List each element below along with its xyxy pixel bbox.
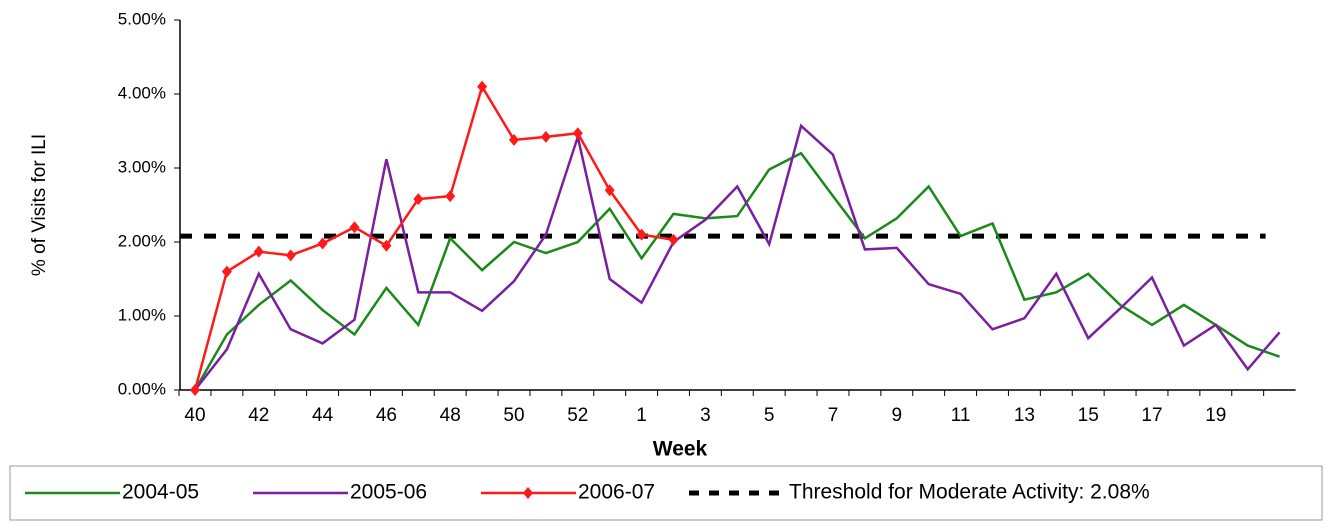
legend-label: 2005-06 [350, 481, 427, 504]
x-tick-label: 46 [376, 405, 397, 426]
marker [668, 233, 679, 246]
legend-marker [523, 487, 533, 499]
x-tick-label: 52 [567, 405, 588, 426]
x-tick-label: 7 [828, 405, 839, 426]
marker [413, 193, 424, 206]
x-tick-label: 5 [764, 405, 775, 426]
marker [317, 237, 328, 250]
x-tick-label: 11 [951, 405, 971, 426]
marker [572, 127, 583, 140]
series-line [194, 123, 1281, 391]
y-tick-label: 5.00% [118, 9, 166, 28]
series-line [193, 151, 1281, 391]
marker [381, 239, 392, 252]
x-tick-label: 3 [700, 405, 711, 426]
y-axis-label: % of Visits for ILI [29, 134, 50, 276]
series-line [193, 83, 674, 391]
x-tick-label: 1 [636, 405, 647, 426]
x-tick-label: 15 [1078, 405, 1099, 426]
marker [445, 190, 456, 203]
y-tick-label: 1.00% [118, 305, 166, 324]
marker [604, 184, 615, 197]
legend-label: Threshold for Moderate Activity: 2.08% [789, 481, 1150, 504]
marker [190, 384, 200, 396]
marker [509, 133, 519, 146]
x-tick-label: 48 [440, 405, 461, 426]
x-tick-label: 19 [1205, 405, 1226, 426]
marker [636, 228, 647, 241]
legend-label: 2006-07 [578, 481, 655, 504]
y-tick-label: 0.00% [118, 379, 166, 398]
y-tick-label: 3.00% [118, 157, 166, 176]
x-tick-label: 42 [248, 405, 269, 426]
x-tick-label: 13 [1014, 405, 1035, 426]
marker [221, 265, 232, 278]
x-tick-label: 9 [892, 405, 903, 426]
marker [540, 130, 551, 143]
x-tick-label: 40 [184, 405, 205, 426]
y-tick-label: 2.00% [118, 231, 166, 250]
x-tick-label: 17 [1141, 405, 1162, 426]
marker [285, 249, 296, 262]
x-tick-label: 44 [312, 405, 334, 426]
legend-box [9, 465, 1323, 521]
legend-label: 2004-05 [122, 481, 199, 504]
x-axis-label: Week [653, 438, 708, 461]
marker [349, 221, 360, 234]
marker [477, 80, 488, 93]
x-tick-label: 50 [503, 405, 524, 426]
marker [253, 245, 264, 258]
y-tick-label: 4.00% [118, 83, 166, 102]
